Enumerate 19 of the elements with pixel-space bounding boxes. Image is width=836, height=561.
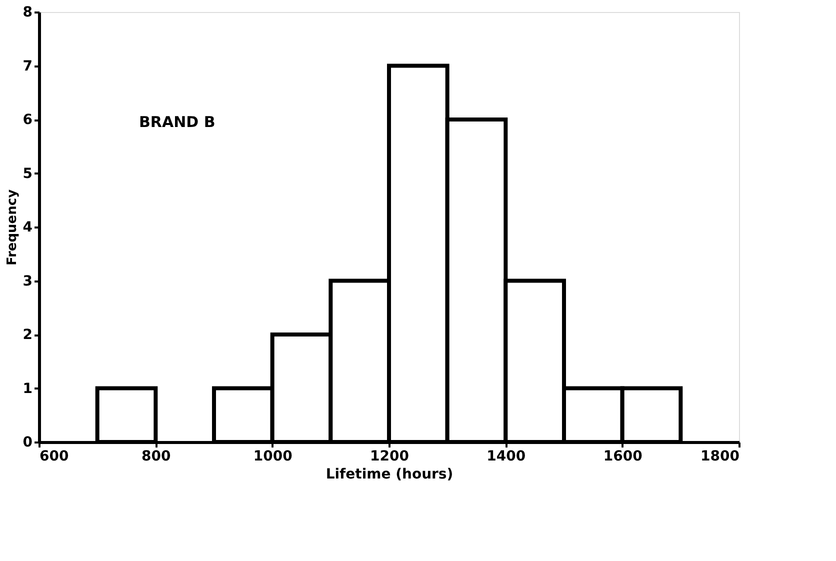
x-tick-label: 1600 [603,448,643,464]
y-tick-label: 8 [22,4,32,20]
y-tick-label: 3 [22,273,32,290]
x-tick-label: 800 [142,448,172,464]
x-axis-title: Lifetime (hours) [326,466,454,482]
x-tick-label: 1200 [370,448,410,464]
y-tick-label: 4 [22,220,33,236]
x-tick-label: 1400 [486,448,526,464]
y-tick-label: 5 [22,166,32,182]
x-tick-label: 600 [40,448,69,464]
y-tick-label: 0 [22,434,33,450]
y-axis-title: Frequency [4,188,20,266]
y-tick-label: 6 [22,112,32,128]
y-tick-label: 1 [22,380,32,397]
y-tick-label: 7 [22,58,32,74]
x-tick-label: 1000 [253,448,293,464]
annotation: BRAND B [139,113,216,131]
y-tick-label: 2 [22,327,32,343]
x-tick-label: 1800 [700,448,740,464]
